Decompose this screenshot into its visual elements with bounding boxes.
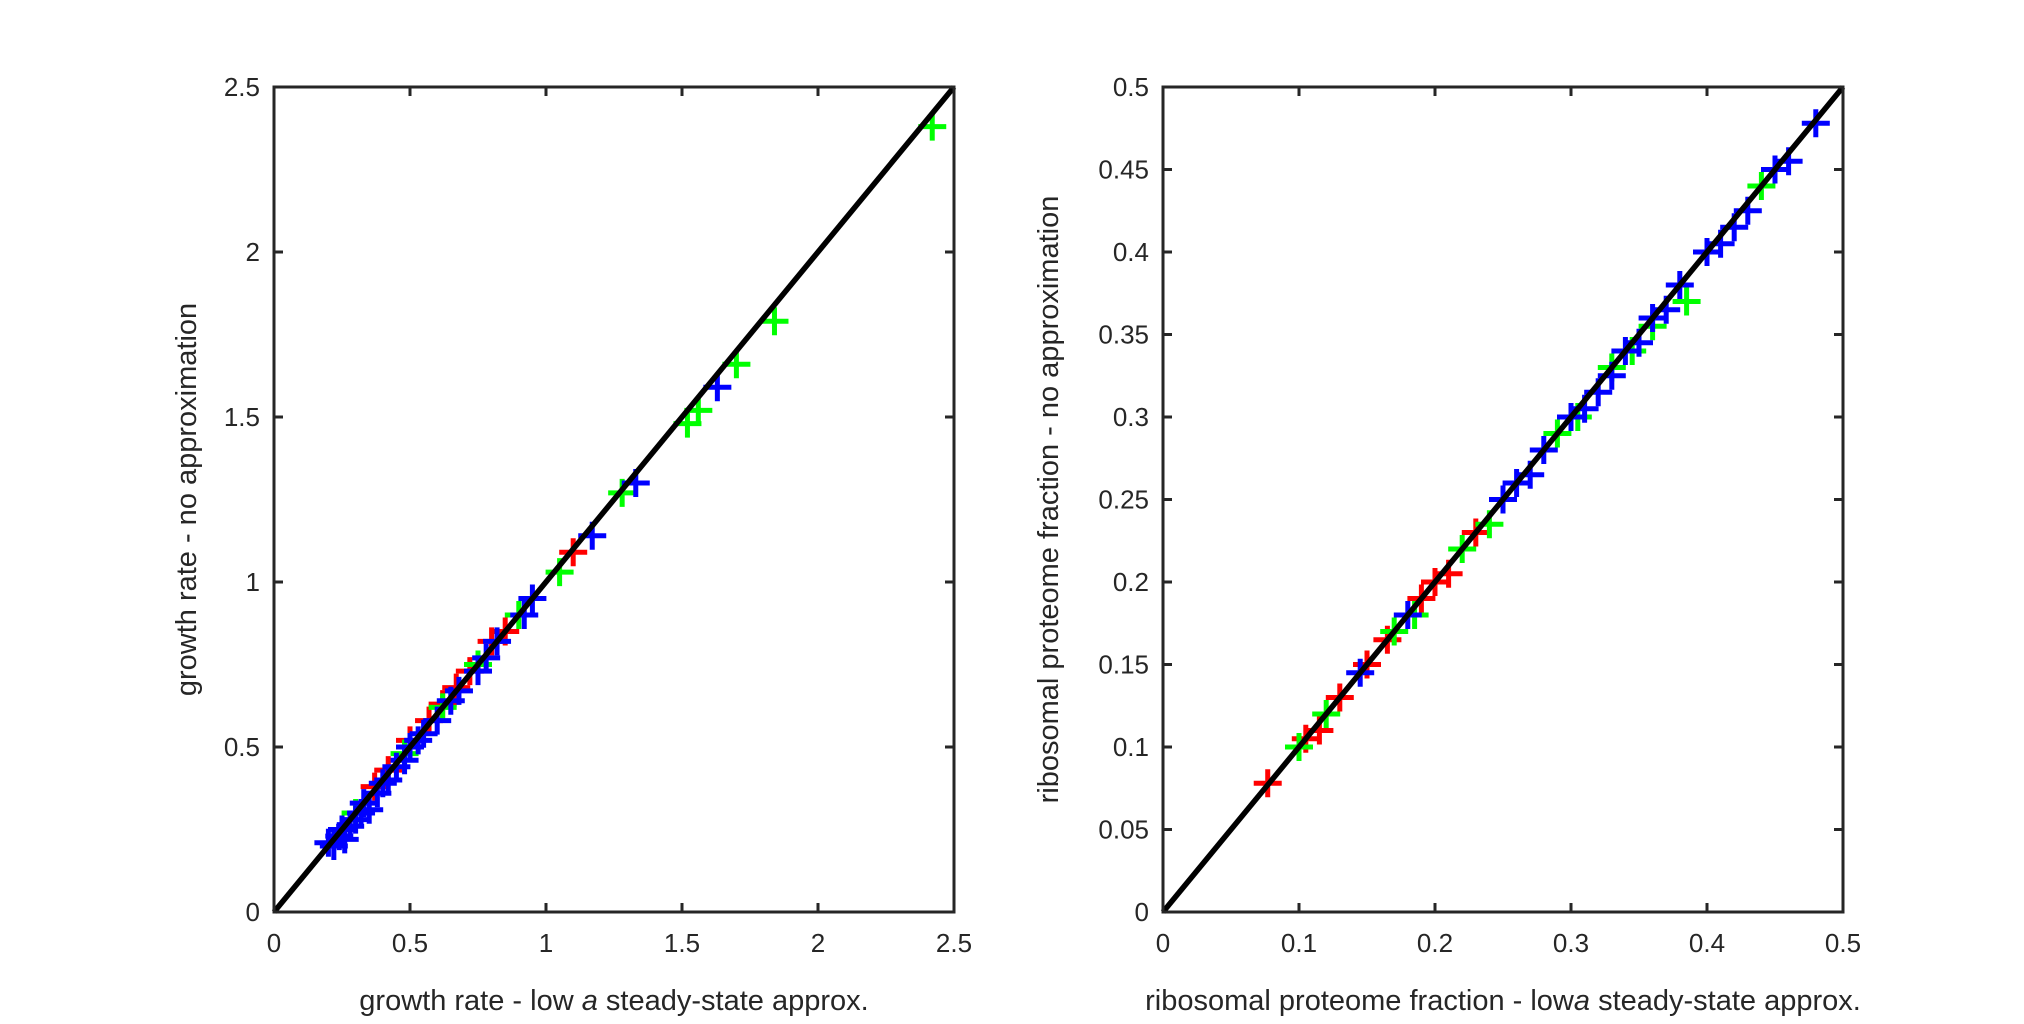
ribosomal-fraction-chart: 0 0.1 0.2 0.3 0.4 0.5 0 0.05 0.1 0.15 0.2 0.25 0.3 0.… xyxy=(1033,72,1861,1017)
x-axis-label-part: ribosomal proteome fraction - low xyxy=(1145,985,1575,1017)
y-tick-label: 0.2 xyxy=(1113,567,1149,597)
y-tick-label: 0 xyxy=(1135,897,1149,927)
x-tick-label: 2.5 xyxy=(936,928,972,958)
reference-line xyxy=(1160,85,1846,914)
y-tick-label: 0.4 xyxy=(1113,237,1149,267)
y-tick-label: 2.5 xyxy=(224,72,260,102)
y-tick-label: 0.3 xyxy=(1113,402,1149,432)
y-tick-label: 1.5 xyxy=(224,402,260,432)
y-tick-label: 0.15 xyxy=(1098,650,1149,680)
x-tick-label: 0.3 xyxy=(1553,928,1589,958)
x-tick-label: 0.2 xyxy=(1417,928,1453,958)
x-axis-label-part: steady-state approx. xyxy=(598,985,869,1017)
x-tick-label: 2 xyxy=(811,928,825,958)
data-point xyxy=(1672,287,1701,316)
x-axis-label-part: a xyxy=(582,985,598,1017)
y-tick-label: 0.05 xyxy=(1098,815,1149,845)
x-axis-label-part: growth rate - low xyxy=(359,985,581,1017)
x-tick-label: 0.5 xyxy=(392,928,428,958)
reference-line xyxy=(271,85,957,914)
x-tick-label: 1 xyxy=(539,928,553,958)
axes-box xyxy=(272,85,956,914)
x-axis-label-part: steady-state approx. xyxy=(1590,985,1861,1017)
x-axis-label-part: a xyxy=(1574,985,1590,1017)
y-tick-label: 1 xyxy=(246,567,260,597)
x-tick-label: 0.5 xyxy=(1825,928,1861,958)
y-tick-label: 0.1 xyxy=(1113,732,1149,762)
y-tick-label: 2 xyxy=(246,237,260,267)
y-tick-label: 0.5 xyxy=(1113,72,1149,102)
y-tick-label: 0.5 xyxy=(224,732,260,762)
x-tick-label: 1.5 xyxy=(664,928,700,958)
y-tick-label: 0.35 xyxy=(1098,320,1149,350)
growth-rate-chart: 0 0.5 1 1.5 2 2.5 0 0.5 1 1.5 2 2.5 growth rate - lo… xyxy=(171,72,972,1017)
x-axis-label: growth rate - low a steady-state approx. xyxy=(359,985,868,1017)
y-tick-label: 0.45 xyxy=(1098,155,1149,185)
y-axis-label: growth rate - no approximation xyxy=(171,303,203,696)
x-tick-label: 0 xyxy=(1156,928,1170,958)
y-axis-label: ribosomal proteome fraction - no approxi… xyxy=(1033,196,1065,804)
y-tick-label: 0.25 xyxy=(1098,485,1149,515)
y-tick-label: 0 xyxy=(246,897,260,927)
data-point xyxy=(760,307,789,336)
x-tick-label: 0.1 xyxy=(1281,928,1317,958)
x-tick-label: 0 xyxy=(267,928,281,958)
x-tick-label: 0.4 xyxy=(1689,928,1725,958)
x-axis-label: ribosomal proteome fraction - lowa stead… xyxy=(1145,985,1861,1017)
